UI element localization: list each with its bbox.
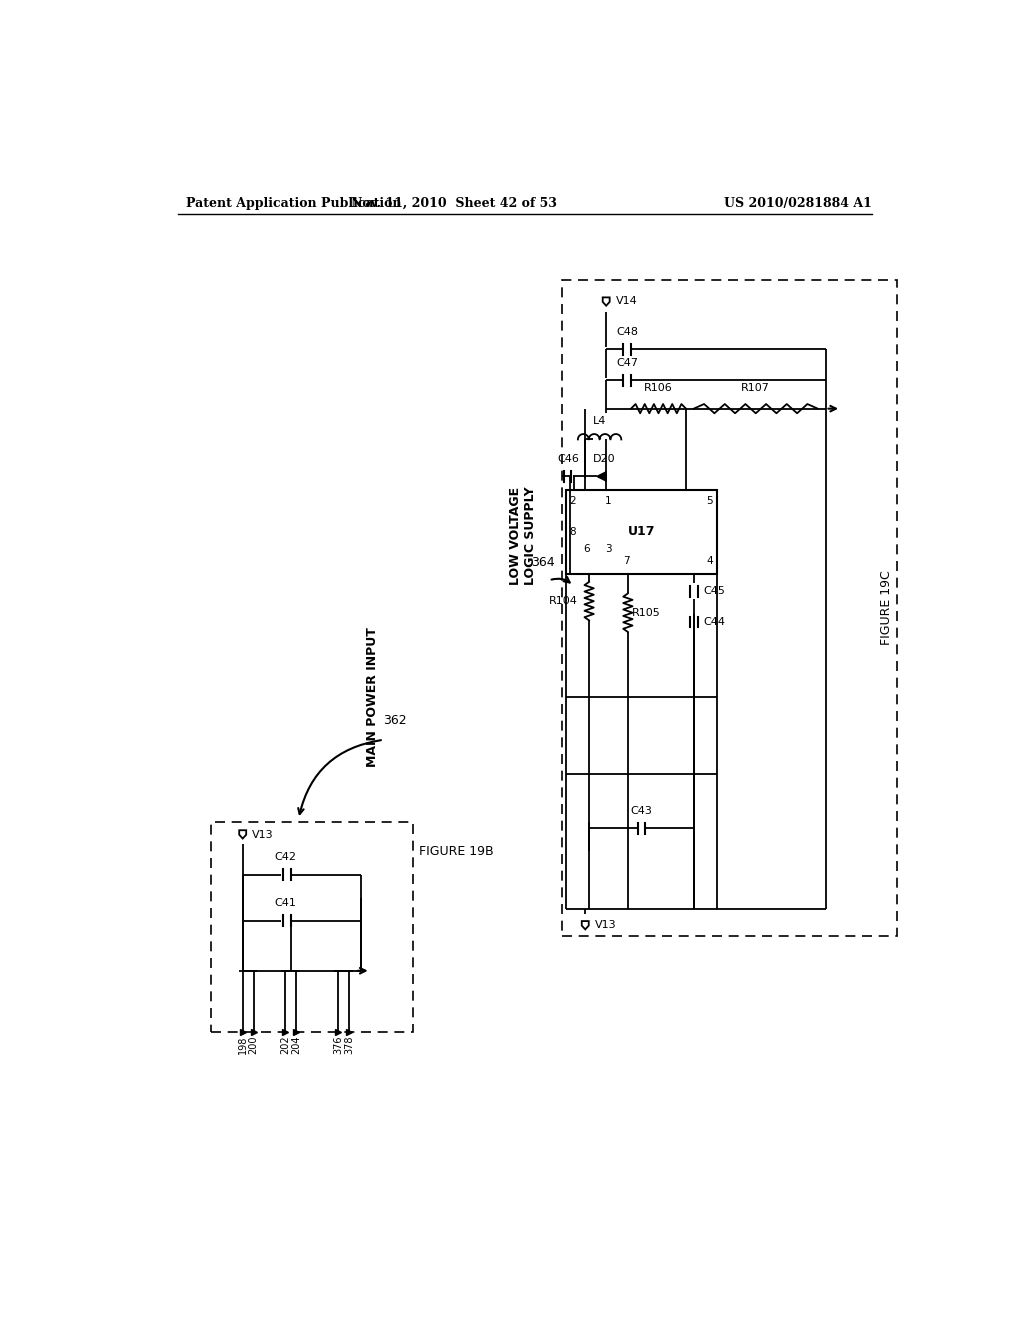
Text: C41: C41 [274, 899, 296, 908]
Text: 204: 204 [291, 1035, 301, 1053]
Text: Nov. 11, 2010  Sheet 42 of 53: Nov. 11, 2010 Sheet 42 of 53 [350, 197, 556, 210]
Text: Patent Application Publication: Patent Application Publication [186, 197, 401, 210]
Text: US 2010/0281884 A1: US 2010/0281884 A1 [724, 197, 872, 210]
Text: MAIN POWER INPUT: MAIN POWER INPUT [366, 627, 379, 767]
Text: D20: D20 [593, 454, 615, 465]
Text: C44: C44 [703, 616, 725, 627]
Text: C46: C46 [557, 454, 580, 465]
Bar [562, 280, 897, 936]
Text: 5: 5 [707, 496, 713, 506]
Polygon shape [582, 921, 589, 929]
Text: R106: R106 [644, 383, 673, 393]
Text: 7: 7 [623, 557, 630, 566]
Text: 198: 198 [238, 1035, 248, 1053]
Bar [211, 822, 414, 1032]
Text: R105: R105 [632, 607, 660, 618]
Text: 8: 8 [569, 527, 577, 537]
Text: 2: 2 [569, 496, 577, 506]
Text: U17: U17 [628, 525, 655, 539]
Text: L4: L4 [593, 416, 606, 425]
Text: 364: 364 [530, 556, 554, 569]
Polygon shape [603, 297, 609, 306]
Text: V14: V14 [615, 296, 637, 306]
Text: 200: 200 [249, 1035, 258, 1053]
Text: C48: C48 [616, 327, 638, 337]
Text: R107: R107 [741, 383, 770, 393]
Polygon shape [240, 830, 246, 838]
Text: 202: 202 [281, 1035, 291, 1055]
Text: FIGURE 19C: FIGURE 19C [880, 570, 893, 645]
Bar [566, 490, 717, 574]
Text: 362: 362 [384, 714, 408, 727]
Text: FIGURE 19B: FIGURE 19B [419, 845, 494, 858]
Text: 376: 376 [333, 1035, 343, 1053]
Text: 4: 4 [707, 557, 713, 566]
Text: C47: C47 [616, 358, 638, 368]
Text: LOW VOLTAGE
LOGIC SUPPLY: LOW VOLTAGE LOGIC SUPPLY [509, 486, 538, 585]
Text: V13: V13 [595, 920, 616, 929]
Text: C45: C45 [703, 586, 725, 597]
Text: R104: R104 [549, 597, 578, 606]
Text: 3: 3 [605, 544, 611, 554]
Text: C43: C43 [631, 807, 652, 816]
Text: 6: 6 [584, 544, 590, 554]
Text: 1: 1 [605, 496, 611, 506]
Text: C42: C42 [274, 853, 296, 862]
Text: 378: 378 [344, 1035, 354, 1053]
Polygon shape [597, 473, 606, 480]
Text: V13: V13 [252, 830, 273, 841]
